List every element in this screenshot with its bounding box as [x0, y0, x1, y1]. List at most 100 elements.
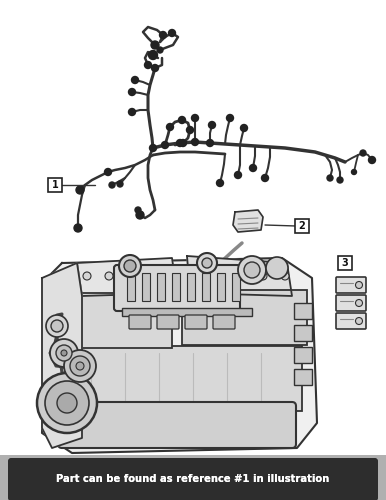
- Bar: [182, 290, 307, 345]
- Bar: [294, 325, 312, 341]
- Circle shape: [207, 140, 213, 146]
- Circle shape: [149, 50, 157, 59]
- Bar: [127, 273, 135, 301]
- Circle shape: [51, 320, 63, 332]
- Circle shape: [327, 175, 333, 181]
- Circle shape: [159, 32, 166, 38]
- Circle shape: [70, 356, 90, 376]
- Circle shape: [105, 272, 113, 280]
- Circle shape: [191, 114, 198, 121]
- Circle shape: [356, 300, 362, 306]
- Text: 1: 1: [52, 180, 58, 190]
- FancyBboxPatch shape: [213, 315, 235, 329]
- Circle shape: [215, 272, 223, 280]
- Circle shape: [127, 272, 135, 280]
- Circle shape: [238, 256, 266, 284]
- Circle shape: [129, 108, 135, 116]
- Circle shape: [202, 258, 212, 268]
- Circle shape: [149, 144, 156, 152]
- Circle shape: [369, 156, 376, 164]
- Circle shape: [356, 282, 362, 288]
- Circle shape: [61, 350, 67, 356]
- Polygon shape: [233, 210, 263, 232]
- Circle shape: [261, 174, 269, 182]
- Polygon shape: [42, 258, 317, 453]
- Circle shape: [124, 260, 136, 272]
- Circle shape: [244, 262, 260, 278]
- Circle shape: [151, 64, 159, 71]
- Circle shape: [337, 177, 343, 183]
- Circle shape: [149, 272, 157, 280]
- Circle shape: [186, 126, 193, 134]
- FancyBboxPatch shape: [336, 313, 366, 329]
- Circle shape: [135, 207, 141, 213]
- Bar: [157, 273, 165, 301]
- Circle shape: [157, 47, 163, 53]
- Circle shape: [179, 140, 186, 146]
- Circle shape: [46, 315, 68, 337]
- Circle shape: [136, 211, 144, 219]
- FancyBboxPatch shape: [336, 277, 366, 293]
- Circle shape: [76, 186, 84, 194]
- Circle shape: [176, 140, 183, 146]
- Circle shape: [237, 272, 245, 280]
- Circle shape: [50, 339, 78, 367]
- Circle shape: [119, 255, 141, 277]
- Circle shape: [57, 393, 77, 413]
- Bar: [0, 455, 386, 500]
- Circle shape: [37, 373, 97, 433]
- FancyBboxPatch shape: [336, 295, 366, 311]
- Circle shape: [64, 350, 96, 382]
- Circle shape: [144, 62, 151, 68]
- Circle shape: [266, 257, 288, 279]
- Circle shape: [132, 76, 139, 84]
- Bar: [217, 273, 225, 301]
- Circle shape: [45, 381, 89, 425]
- Circle shape: [193, 272, 201, 280]
- FancyBboxPatch shape: [338, 256, 352, 270]
- Bar: [187, 273, 195, 301]
- Bar: [52, 293, 172, 348]
- FancyBboxPatch shape: [129, 315, 151, 329]
- Bar: [202, 273, 210, 301]
- Circle shape: [109, 182, 115, 188]
- Circle shape: [161, 142, 169, 148]
- Circle shape: [352, 170, 357, 174]
- Circle shape: [129, 88, 135, 96]
- Circle shape: [191, 138, 198, 145]
- FancyBboxPatch shape: [58, 402, 296, 448]
- Circle shape: [356, 318, 362, 324]
- FancyBboxPatch shape: [8, 458, 378, 500]
- Bar: [232, 273, 240, 301]
- Polygon shape: [187, 256, 292, 296]
- Circle shape: [240, 124, 247, 132]
- Circle shape: [105, 168, 112, 175]
- Circle shape: [151, 41, 159, 49]
- Bar: [294, 369, 312, 385]
- FancyBboxPatch shape: [8, 458, 378, 500]
- Bar: [142, 273, 150, 301]
- Bar: [294, 303, 312, 319]
- Bar: [122, 308, 252, 316]
- Polygon shape: [77, 258, 177, 296]
- Circle shape: [83, 272, 91, 280]
- Text: Part can be found as reference #1 in illustration: Part can be found as reference #1 in ill…: [56, 474, 330, 484]
- Circle shape: [249, 164, 257, 172]
- Circle shape: [56, 345, 72, 361]
- Text: 3: 3: [342, 258, 349, 268]
- FancyBboxPatch shape: [114, 265, 240, 311]
- Circle shape: [76, 362, 84, 370]
- Circle shape: [178, 116, 186, 123]
- Circle shape: [117, 181, 123, 187]
- FancyBboxPatch shape: [295, 219, 309, 233]
- Bar: [52, 346, 302, 411]
- Bar: [294, 347, 312, 363]
- FancyBboxPatch shape: [185, 315, 207, 329]
- Text: Part can be found as reference #1 in illustration: Part can be found as reference #1 in ill…: [56, 474, 330, 484]
- Circle shape: [360, 150, 366, 156]
- Circle shape: [166, 124, 173, 130]
- Circle shape: [197, 253, 217, 273]
- Text: 2: 2: [299, 221, 305, 231]
- Bar: [172, 273, 180, 301]
- Circle shape: [227, 114, 234, 121]
